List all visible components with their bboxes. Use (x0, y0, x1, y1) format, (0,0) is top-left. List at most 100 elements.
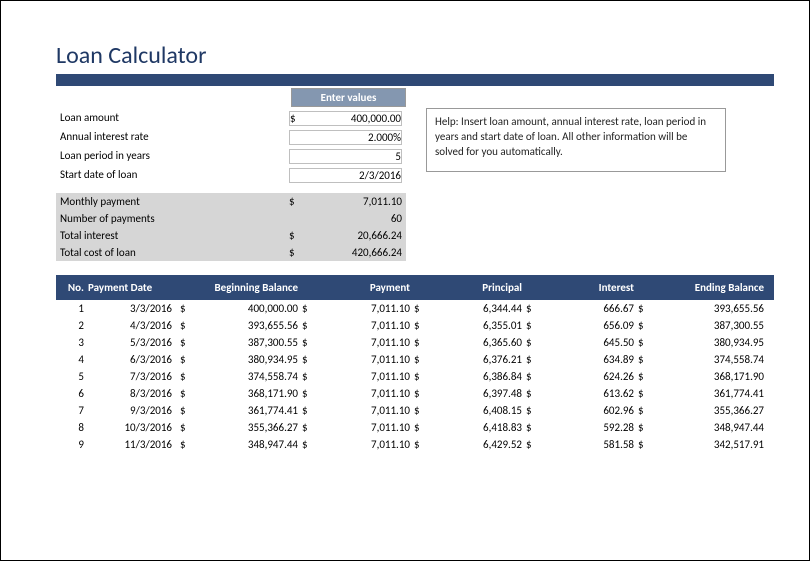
col-header-no: No. (60, 281, 88, 294)
summary-value: 7,011.10 (307, 195, 402, 208)
cell-value: 400,000.00 (190, 302, 298, 315)
cell: $374,558.74 (176, 370, 298, 383)
cell-date: 3/3/2016 (88, 302, 176, 315)
cell-date: 5/3/2016 (88, 336, 176, 349)
cell: $374,558.74 (634, 353, 764, 366)
summary-value: 60 (307, 212, 402, 225)
cell: $7,011.10 (298, 319, 410, 332)
cell-value: 355,366.27 (648, 404, 764, 417)
input-value: 2.000% (308, 131, 401, 144)
table-row: 57/3/2016$374,558.74$7,011.10$6,386.84$6… (56, 368, 774, 385)
summary-label: Number of payments (60, 212, 289, 225)
cell: $361,774.41 (176, 404, 298, 417)
cell-no: 6 (60, 387, 88, 400)
cell-no: 8 (60, 421, 88, 434)
input-value-cell[interactable]: 2.000% (289, 130, 402, 145)
cell-value: 7,011.10 (312, 438, 410, 451)
cell-date: 8/3/2016 (88, 387, 176, 400)
cell-date: 11/3/2016 (88, 438, 176, 451)
cell-date: 9/3/2016 (88, 404, 176, 417)
cell-value: 624.26 (536, 370, 634, 383)
summary-value-cell: $7,011.10 (289, 195, 402, 208)
cell-value: 348,947.44 (648, 421, 764, 434)
cell: $342,517.91 (634, 438, 764, 451)
input-row: Start date of loan2/3/2016 (56, 166, 406, 185)
enter-values-header: Enter values (291, 88, 406, 107)
cell-value: 387,300.55 (648, 319, 764, 332)
cell-value: 602.96 (536, 404, 634, 417)
col-header-date: Payment Date (88, 281, 176, 294)
col-header-prin: Principal (410, 281, 522, 294)
currency-symbol: $ (176, 438, 190, 451)
cell: $7,011.10 (298, 336, 410, 349)
cell-value: 393,655.56 (190, 319, 298, 332)
cell-value: 6,376.21 (424, 353, 522, 366)
cell-value: 7,011.10 (312, 387, 410, 400)
input-value-cell[interactable]: 2/3/2016 (289, 168, 402, 183)
cell-no: 9 (60, 438, 88, 451)
cell-value: 7,011.10 (312, 302, 410, 315)
cell-value: 348,947.44 (190, 438, 298, 451)
cell: $656.09 (522, 319, 634, 332)
currency-symbol: $ (289, 195, 307, 208)
cell-value: 7,011.10 (312, 336, 410, 349)
cell: $7,011.10 (298, 370, 410, 383)
currency-symbol: $ (410, 438, 424, 451)
cell: $393,655.56 (176, 319, 298, 332)
currency-symbol: $ (522, 438, 536, 451)
help-box: Help: Insert loan amount, annual interes… (426, 108, 726, 172)
cell-no: 3 (60, 336, 88, 349)
currency-symbol: $ (634, 370, 648, 383)
cell-value: 6,344.44 (424, 302, 522, 315)
summary-label: Total cost of loan (60, 246, 289, 259)
cell-value: 342,517.91 (648, 438, 764, 451)
cell-value: 592.28 (536, 421, 634, 434)
summary-panel: Monthly payment$7,011.10Number of paymen… (56, 193, 406, 261)
cell-value: 6,397.48 (424, 387, 522, 400)
table-row: 911/3/2016$348,947.44$7,011.10$6,429.52$… (56, 436, 774, 453)
cell-date: 6/3/2016 (88, 353, 176, 366)
col-header-int: Interest (522, 281, 634, 294)
cell-value: 6,408.15 (424, 404, 522, 417)
currency-symbol: $ (634, 336, 648, 349)
currency-symbol: $ (522, 336, 536, 349)
cell: $602.96 (522, 404, 634, 417)
table-row: 13/3/2016$400,000.00$7,011.10$6,344.44$6… (56, 300, 774, 317)
table-row: 35/3/2016$387,300.55$7,011.10$6,365.60$6… (56, 334, 774, 351)
currency-symbol (290, 131, 308, 144)
cell: $387,300.55 (176, 336, 298, 349)
currency-symbol: $ (410, 404, 424, 417)
cell: $6,408.15 (410, 404, 522, 417)
currency-symbol: $ (289, 229, 307, 242)
currency-symbol: $ (410, 353, 424, 366)
currency-symbol: $ (298, 404, 312, 417)
cell: $355,366.27 (176, 421, 298, 434)
currency-symbol: $ (290, 112, 308, 125)
currency-symbol: $ (289, 246, 307, 259)
cell-value: 7,011.10 (312, 404, 410, 417)
currency-symbol: $ (298, 302, 312, 315)
cell: $6,376.21 (410, 353, 522, 366)
currency-symbol: $ (522, 387, 536, 400)
input-value-cell[interactable]: 5 (289, 149, 402, 164)
currency-symbol: $ (634, 319, 648, 332)
currency-symbol: $ (410, 336, 424, 349)
cell: $368,171.90 (634, 370, 764, 383)
input-row: Loan amount$400,000.00 (56, 109, 406, 128)
currency-symbol: $ (176, 370, 190, 383)
cell: $7,011.10 (298, 438, 410, 451)
currency-symbol: $ (176, 319, 190, 332)
cell: $645.50 (522, 336, 634, 349)
currency-symbol: $ (176, 404, 190, 417)
top-area: Enter values Loan amount$400,000.00Annua… (56, 88, 774, 261)
summary-value-cell: 60 (289, 212, 402, 225)
cell: $6,429.52 (410, 438, 522, 451)
cell: $387,300.55 (634, 319, 764, 332)
currency-symbol: $ (522, 370, 536, 383)
table-row: 68/3/2016$368,171.90$7,011.10$6,397.48$6… (56, 385, 774, 402)
input-value-cell[interactable]: $400,000.00 (289, 111, 402, 126)
summary-value: 20,666.24 (307, 229, 402, 242)
cell-value: 380,934.95 (648, 336, 764, 349)
cell-value: 645.50 (536, 336, 634, 349)
currency-symbol: $ (298, 421, 312, 434)
